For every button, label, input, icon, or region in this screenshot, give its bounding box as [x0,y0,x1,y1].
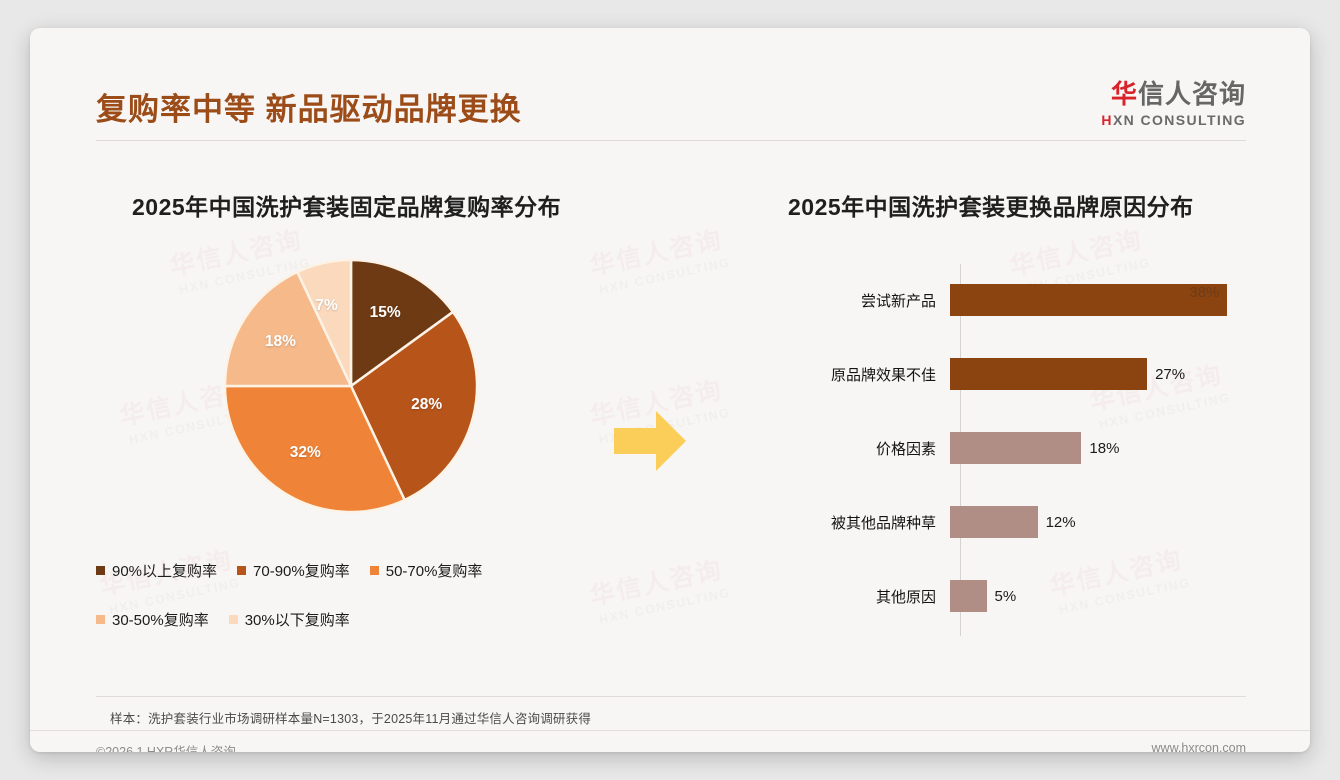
slide-header: 复购率中等 新品驱动品牌更换 华信人咨询 HXN CONSULTING [30,28,1310,140]
legend-swatch-icon [369,566,379,575]
brand-logo: 华信人咨询 HXN CONSULTING [1101,80,1246,128]
flow-arrow-right-icon [612,406,688,481]
pie-value-label: 28% [411,396,443,414]
legend-label: 70-90%复购率 [253,563,350,580]
bar-row: 尝试新产品 38% [730,282,1260,318]
bar-track: 12% [950,504,1260,540]
footnote-text: 样本：洗护套装行业市场调研样本量N=1303，于2025年11月通过华信人咨询调… [110,712,592,726]
legend-item[interactable]: 50-70%复购率 [369,560,483,581]
pie-slice[interactable] [223,384,407,514]
footnote-divider [96,696,1246,697]
logo-english-text: HXN CONSULTING [1101,112,1246,128]
footer-divider [30,730,1310,731]
legend-item[interactable]: 90%以上复购率 [96,560,217,581]
bar-track: 5% [950,578,1260,614]
title-divider [96,140,1246,141]
legend-item[interactable]: 30%以下复购率 [228,609,350,630]
logo-cn-gray: 信人咨询 [1137,79,1246,109]
pie-slice[interactable] [295,258,353,387]
pie-chart-title: 2025年中国洗护套装固定品牌复购率分布 [132,194,562,220]
footer-copyright: ©2026.1 HXR华信人咨询 [96,745,236,752]
pie-slice[interactable] [349,258,455,389]
bar-track: 38% [950,282,1260,318]
legend-label: 30%以下复购率 [244,612,350,629]
legend-label: 50-70%复购率 [385,563,483,580]
bar-row: 价格因素 18% [730,430,1260,466]
bar-fill[interactable] [950,580,987,612]
bar-value-label: 5% [994,587,1017,605]
pie-slice[interactable] [223,270,353,388]
logo-en-red: H [1101,111,1113,128]
bar-row: 其他原因 5% [730,578,1260,614]
pie-chart-panel: 2025年中国洗护套装固定品牌复购率分布 15% 28% 32% 18% 7% 90%以… [96,188,656,668]
legend-row: 30-50%复购率 30%以下复购率 [96,609,656,630]
legend-row: 90%以上复购率 70-90%复购率 50-70%复购率 [96,560,656,581]
pie-value-label: 18% [264,332,296,350]
logo-cn-red: 华 [1110,79,1138,109]
bar-chart-panel: 2025年中国洗护套装更换品牌原因分布 尝试新产品 38% 原品牌效果不佳 27% 价格… [730,188,1260,668]
bar-category-label: 价格因素 [875,440,936,458]
legend-label: 90%以上复购率 [112,563,218,580]
bar-track: 18% [950,430,1260,466]
logo-en-gray: XN CONSULTING [1112,111,1246,128]
slide-card: 华信人咨询 HXN CONSULTING 华信人咨询 HXN CONSULTIN… [30,28,1310,752]
pie-legend: 90%以上复购率 70-90%复购率 50-70%复购率 30-50%复购率 [96,560,656,630]
bar-fill[interactable] [950,432,1082,464]
pie-value-label: 32% [289,444,321,462]
logo-chinese-text: 华信人咨询 [1101,80,1246,109]
legend-label: 30-50%复购率 [112,612,209,629]
bar-category-label: 被其他品牌种草 [830,514,936,532]
bar-category-label: 原品牌效果不佳 [830,366,936,384]
pie-value-label: 7% [315,297,338,315]
pie-chart-area: 15% 28% 32% 18% 7% [96,250,656,550]
bar-value-label: 18% [1089,439,1120,457]
bar-value-label: 27% [1155,365,1186,383]
pie-value-label: 15% [369,304,401,322]
bar-category-label: 尝试新产品 [860,292,936,310]
bar-fill[interactable]: 38% [950,284,1228,316]
bar-row: 原品牌效果不佳 27% [730,356,1260,392]
arrow-svg [614,411,686,471]
bar-fill[interactable] [950,358,1148,390]
pie-slice[interactable] [349,310,479,502]
bar-track: 27% [950,356,1260,392]
bar-value-label: 38% [1189,284,1220,301]
bar-fill[interactable] [950,506,1038,538]
footer-website: www.hxrcon.com [1151,741,1246,752]
bar-chart-area: 尝试新产品 38% 原品牌效果不佳 27% 价格因素 18% 被其他品牌种草 12% 其他原因 5… [730,264,1260,664]
legend-swatch-icon [96,615,105,624]
legend-swatch-icon [228,615,238,624]
pie-svg [223,258,479,514]
bar-chart-title: 2025年中国洗护套装更换品牌原因分布 [788,194,1194,220]
legend-swatch-icon [96,566,105,575]
legend-item[interactable]: 70-90%复购率 [237,560,350,581]
bar-value-label: 12% [1045,513,1076,531]
legend-item[interactable]: 30-50%复购率 [96,609,209,630]
bar-category-label: 其他原因 [875,588,936,606]
page-title: 复购率中等 新品驱动品牌更换 [96,92,522,127]
legend-swatch-icon [237,566,247,575]
bar-row: 被其他品牌种草 12% [730,504,1260,540]
